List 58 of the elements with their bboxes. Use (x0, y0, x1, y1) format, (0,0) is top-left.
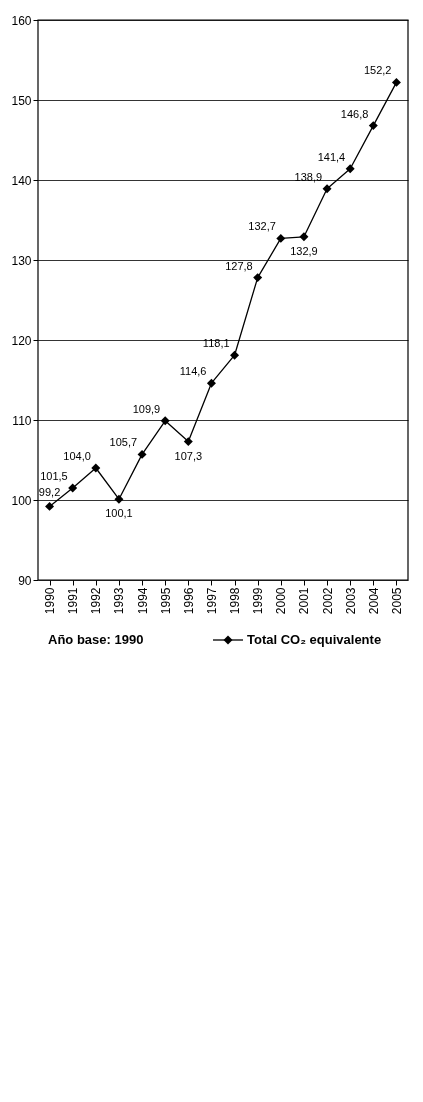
y-tick-label: 120 (11, 333, 32, 348)
y-tick-label: 110 (12, 413, 32, 428)
data-label: 105,7 (109, 436, 138, 449)
data-label: 132,9 (290, 244, 318, 257)
x-tick-label: 2004 (366, 587, 381, 615)
x-tick-label: 1998 (228, 587, 243, 615)
x-tick-label: 1995 (158, 587, 173, 615)
point (137, 449, 147, 459)
point (91, 463, 101, 473)
x-tick-label: 2002 (320, 587, 335, 615)
data-label: 138,9 (294, 170, 323, 183)
x-tick-label: 2003 (343, 587, 358, 615)
data-label: 152,2 (363, 64, 392, 77)
point (206, 378, 216, 388)
point (114, 494, 124, 504)
x-tick-label: 1996 (181, 587, 196, 615)
y-tick-label: 100 (11, 493, 32, 508)
data-label: 127,8 (225, 259, 253, 272)
point (230, 350, 240, 360)
point (345, 164, 355, 174)
point (253, 273, 263, 283)
data-label: 118,1 (202, 337, 230, 350)
text: Año base: 1990 (48, 632, 144, 647)
point (391, 77, 401, 87)
data-label: 114,6 (179, 365, 207, 378)
point (45, 501, 55, 511)
x-tick-label: 1991 (66, 587, 81, 615)
x-tick-label: 1997 (204, 587, 219, 615)
data-label: 132,7 (248, 220, 276, 233)
y-tick-label: 130 (11, 253, 32, 268)
point (160, 416, 170, 426)
y-tick-label: 90 (18, 573, 32, 588)
y-tick-label: 160 (11, 13, 32, 28)
x-tick-label: 1999 (251, 587, 266, 615)
point (68, 483, 78, 493)
data-label: 146,8 (340, 107, 369, 120)
x-tick-label: 1990 (43, 587, 58, 615)
legend-label: Total CO₂ equivalente (247, 632, 382, 647)
point (299, 232, 309, 242)
data-label: 104,0 (63, 450, 91, 462)
data-label: 141,4 (317, 150, 346, 163)
data-label: 99,2 (38, 486, 61, 499)
x-tick-label: 1994 (135, 587, 150, 615)
data-label: 109,9 (132, 402, 161, 415)
point (183, 437, 193, 447)
point (276, 233, 286, 243)
x-tick-label: 1992 (89, 587, 104, 615)
point (368, 121, 378, 131)
data-label: 100,1 (105, 507, 133, 520)
x-tick-label: 2000 (274, 587, 289, 615)
x-tick-label: 2001 (297, 587, 312, 615)
data-label: 107,3 (174, 449, 203, 462)
x-tick-label: 1993 (112, 587, 127, 615)
data-label: 101,5 (40, 470, 68, 482)
x-tick-label: 2005 (389, 587, 404, 615)
point (322, 184, 332, 194)
y-tick-label: 150 (11, 93, 32, 108)
y-tick-label: 140 (11, 173, 32, 188)
